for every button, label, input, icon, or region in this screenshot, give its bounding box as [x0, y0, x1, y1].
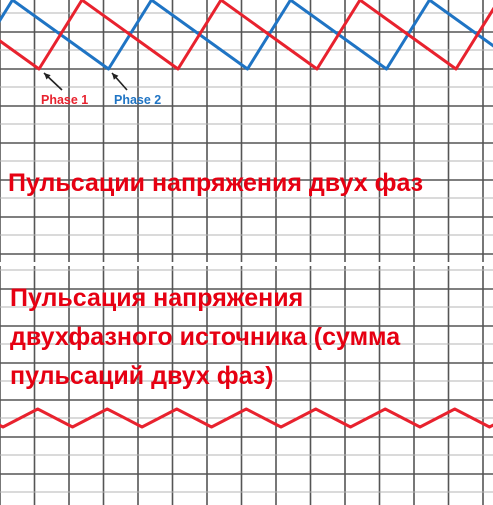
phase-1-label: Phase 1 [41, 93, 88, 107]
caption-two-phase-ripple: Пульсации напряжения двух фаз [8, 169, 423, 197]
caption-sum-line-2: двухфазного источника (сумма [10, 323, 401, 351]
caption-sum-line-1: Пульсация напряжения [10, 284, 303, 312]
valley-arrows [43, 72, 128, 91]
phase-1-arrow-head [44, 73, 51, 80]
phase-2-waveform [0, 0, 493, 71]
sum-waveform [0, 407, 493, 429]
grid-bottom-panel [0, 266, 493, 505]
phase-2-label: Phase 2 [114, 93, 161, 107]
phase-1-waveform [0, 0, 493, 71]
phase-2-arrow-head [112, 73, 119, 80]
caption-sum-line-3: пульсаций двух фаз) [10, 362, 274, 390]
